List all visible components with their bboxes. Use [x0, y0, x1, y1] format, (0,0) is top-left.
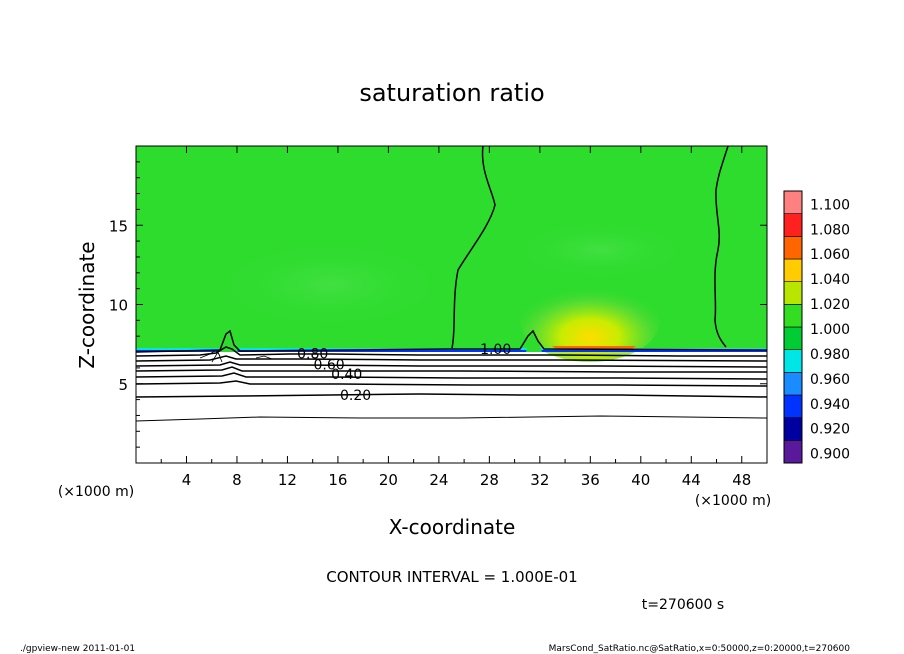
colorbar-swatch	[783, 190, 803, 214]
x-axis-label: X-coordinate	[389, 515, 516, 539]
colorbar-swatch	[783, 236, 803, 260]
colorbar-label: 1.040	[810, 272, 850, 288]
contour-labels: 1.00 0.800.600.40 0.20	[297, 342, 511, 404]
colorbar-label: 1.100	[810, 197, 850, 213]
colorbar-swatch	[783, 304, 803, 328]
y-tick-label: 15	[109, 217, 128, 235]
contour-0.40	[136, 372, 767, 380]
colorbar-swatch	[783, 417, 803, 441]
cloud-base-band	[136, 350, 767, 352]
z-unit-label: (×1000 m)	[58, 484, 134, 500]
contour-label: 1.00	[480, 342, 511, 358]
x-tick-label: 4	[182, 471, 192, 489]
contour-label: 0.60	[314, 358, 345, 374]
contour-1.00-left	[451, 146, 496, 349]
contour-0.70	[136, 355, 767, 362]
supersaturation-patch	[520, 278, 660, 362]
chart-title: saturation ratio	[359, 79, 544, 107]
x-tick-label: 12	[278, 471, 297, 489]
colorbar-label: 1.000	[810, 322, 850, 338]
colorbar-label: 1.020	[810, 297, 850, 313]
colorbar-label: 1.060	[810, 247, 850, 263]
x-axis: 4 8 12 16 20 24 28 32 36 40 44 48	[160, 146, 751, 489]
x-tick-label: 40	[631, 471, 650, 489]
colorbar-frame	[783, 190, 803, 464]
colorbar-swatch	[783, 440, 803, 464]
colorbar-label: 1.080	[810, 222, 850, 238]
colorbar-swatch	[783, 213, 803, 237]
orange-spot	[552, 346, 636, 349]
contour-0.30	[136, 380, 767, 387]
contour-label: 0.40	[331, 367, 362, 383]
contour-0.20	[136, 393, 767, 398]
colorbar-label: 0.980	[810, 347, 850, 363]
plot-area	[136, 146, 767, 463]
spike-fill	[220, 330, 238, 352]
field-patch	[510, 220, 690, 280]
colorbar-swatch	[783, 372, 803, 396]
x-tick-label: 32	[530, 471, 549, 489]
x-tick-label: 24	[429, 471, 448, 489]
colorbar-label: 0.960	[810, 372, 850, 388]
x-unit-label: (×1000 m)	[695, 493, 771, 509]
contour-1.00-base	[136, 329, 767, 353]
fine-contour	[211, 351, 223, 363]
x-tick-label: 16	[328, 471, 347, 489]
colorbar-swatch	[783, 281, 803, 305]
x-tick-label: 20	[379, 471, 398, 489]
contour-1.00-right	[714, 146, 729, 348]
x-tick-label: 44	[682, 471, 701, 489]
contour-0.80	[136, 346, 767, 357]
footer-left: ./gpview-new 2011-01-01	[20, 644, 135, 654]
contour-interval-label: CONTOUR INTERVAL = 1.000E-01	[326, 568, 577, 586]
colorbar-swatch	[783, 349, 803, 373]
footer-right: MarsCond_SatRatio.nc@SatRatio,x=0:50000,…	[549, 644, 851, 654]
colorbar-label: 0.920	[810, 422, 850, 438]
x-tick-label: 8	[232, 471, 242, 489]
colorbar-label: 0.940	[810, 397, 850, 413]
contour-lines	[136, 146, 767, 422]
spike-fill	[526, 330, 542, 352]
contour-0.10	[136, 415, 767, 422]
contour-0.50	[136, 366, 767, 373]
y-axis-label: Z-coordinate	[75, 241, 99, 368]
fine-contours	[199, 349, 273, 363]
y-axis: 5 10 15	[109, 161, 767, 448]
x-tick-label: 48	[732, 471, 751, 489]
time-label: t=270600 s	[642, 597, 724, 613]
y-tick-label: 5	[118, 376, 128, 394]
fine-contour	[255, 355, 273, 360]
colorbar-swatch	[783, 258, 803, 282]
field-patch	[210, 240, 450, 330]
y-tick-label: 10	[109, 297, 128, 315]
contour-label: 0.80	[297, 347, 328, 363]
colorbar: 0.900 0.920 0.940 0.960 0.980 1.000 1.020 1.040…	[783, 190, 850, 464]
colorbar-swatch	[783, 326, 803, 350]
contour-0.60	[136, 361, 767, 368]
x-tick-label: 28	[480, 471, 499, 489]
contour-label: 0.20	[340, 388, 371, 404]
colorbar-swatch	[783, 394, 803, 418]
colorbar-label: 0.900	[810, 447, 850, 463]
x-tick-label: 36	[581, 471, 600, 489]
